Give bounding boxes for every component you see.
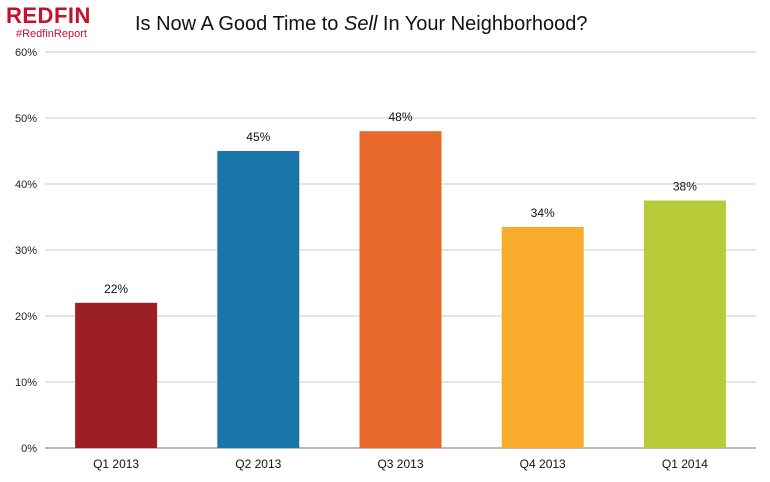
y-tick-label: 20% [15, 311, 37, 323]
data-label: 48% [388, 110, 412, 124]
x-tick-label: Q1 2014 [662, 457, 708, 471]
y-tick-label: 0% [21, 443, 37, 455]
y-tick-label: 50% [15, 113, 37, 125]
bars [75, 131, 726, 448]
bar [643, 200, 726, 448]
logo-wordmark: REDFIN [6, 3, 91, 28]
x-tick-label: Q1 2013 [93, 457, 139, 471]
bar [75, 302, 158, 448]
x-tick-label: Q3 2013 [377, 457, 423, 471]
x-axis-labels: Q1 2013 Q2 2013 Q3 2013 Q4 2013 Q1 2014 [93, 457, 708, 471]
y-tick-label: 60% [15, 47, 37, 59]
bar [359, 131, 442, 448]
data-labels: 22% 45% 48% 34% 38% [104, 110, 697, 296]
chart-title: Is Now A Good Time to Sell In Your Neigh… [135, 12, 588, 36]
chart-title-part-1: Is Now A Good Time to [135, 13, 344, 35]
chart-title-emphasis: Sell [343, 13, 378, 35]
y-tick-label: 30% [15, 245, 37, 257]
data-label: 34% [531, 206, 555, 220]
data-label: 38% [673, 180, 697, 194]
redfin-logo: REDFIN #RedfinReport [6, 3, 106, 41]
bar [217, 151, 300, 448]
y-axis-ticks: 0% 10% 20% 30% 40% 50% 60% [15, 47, 37, 455]
data-label: 45% [246, 130, 270, 144]
data-label: 22% [104, 282, 128, 296]
x-tick-label: Q4 2013 [520, 457, 566, 471]
hashtag-label: #RedfinReport [16, 28, 87, 40]
x-tick-label: Q2 2013 [235, 457, 281, 471]
y-tick-label: 40% [15, 179, 37, 191]
y-tick-label: 10% [15, 377, 37, 389]
bar [501, 226, 584, 448]
chart-title-part-2: In Your Neighborhood? [377, 13, 588, 35]
